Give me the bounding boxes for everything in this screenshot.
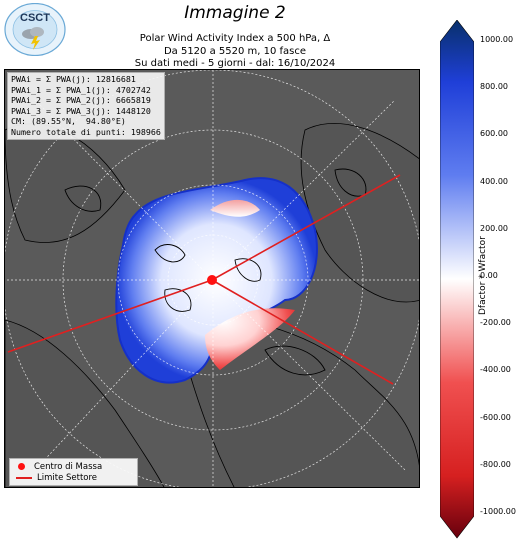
- legend-label-center: Centro di Massa: [34, 461, 103, 472]
- sector-lines: [7, 174, 401, 385]
- colorbar-tick-label: -600.00: [480, 412, 511, 422]
- colorbar-tick-label: 1000.00: [480, 35, 514, 44]
- csct-logo: CSCT: [4, 3, 66, 56]
- cloud-lightning-icon: [22, 27, 44, 50]
- legend-item-sector: Limite Settore: [16, 472, 97, 483]
- colorbar: [440, 20, 474, 539]
- colorbar-tick-label: -1000.00: [480, 507, 516, 516]
- colorbar-tick-label: -200.00: [480, 318, 511, 328]
- stat-pwai-3: PWAi_3 = Σ PWA_3(j): 1448120: [11, 105, 151, 116]
- red-dot-icon: [18, 463, 25, 470]
- stat-pwai: PWAi = Σ PWA(j): 12816681: [11, 74, 136, 84]
- stat-pwai-2: PWAi_2 = Σ PWA_2(j): 6665819: [11, 95, 151, 105]
- stat-pwai-1: PWAi_1 = Σ PWA_1(j): 4702742: [11, 84, 151, 95]
- colorbar-tick-label: -800.00: [480, 459, 511, 469]
- colorbar-tick-label: 800.00: [480, 82, 508, 92]
- center-of-mass-point: [207, 275, 217, 285]
- map-legend: Centro di Massa Limite Settore: [9, 458, 138, 486]
- chart-subtitle: Polar Wind Activity Index a 500 hPa, Δ D…: [90, 33, 380, 71]
- colorbar-tick-label: 200.00: [480, 223, 508, 233]
- colorbar-label: Dfactor * Wfactor: [478, 236, 488, 315]
- subtitle-line-2: Da 5120 a 5520 m, 10 fasce: [163, 45, 307, 57]
- figure-title: Immagine 2: [184, 3, 286, 23]
- colorbar-tick-label: 600.00: [480, 129, 508, 139]
- colorbar-tick-label: 400.00: [480, 176, 508, 186]
- polar-map: PWAi = Σ PWA(j): 12816681 PWAi_1 = Σ PWA…: [4, 69, 420, 488]
- map-canvas: [5, 70, 419, 487]
- legend-item-center: Centro di Massa: [16, 461, 102, 472]
- colorbar-tick-label: -400.00: [480, 365, 511, 375]
- red-line-icon: [16, 476, 32, 479]
- legend-label-sector: Limite Settore: [37, 472, 98, 483]
- stat-center-of-mass: CM: (89.55°N, 94.80°E): [11, 116, 126, 126]
- colorbar-tick-label: 0.00: [480, 271, 498, 280]
- logo-text: CSCT: [20, 12, 50, 24]
- stat-total-points: Numero totale di punti: 198966: [11, 126, 161, 137]
- stats-panel: PWAi = Σ PWA(j): 12816681 PWAi_1 = Σ PWA…: [7, 72, 165, 140]
- subtitle-line-1: Polar Wind Activity Index a 500 hPa, Δ: [139, 33, 331, 44]
- subtitle-line-3: Su dati medi - 5 giorni - dal: 16/10/202…: [134, 58, 336, 69]
- graticule: [5, 70, 419, 487]
